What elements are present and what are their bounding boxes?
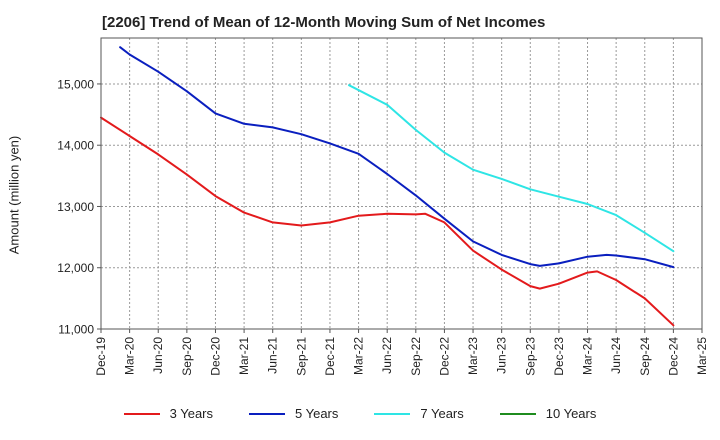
line-chart: 11,000 12,000 13,000 14,000 15,000 Dec-19 Mar-… (57, 37, 709, 376)
x-tick-label: Mar-24 (581, 337, 595, 375)
x-tick-label: Jun-22 (380, 337, 394, 374)
legend: 3 Years 5 Years 7 Years 10 Years (0, 406, 720, 421)
y-tick-label: 12,000 (57, 261, 94, 275)
legend-swatch-3-years (123, 412, 160, 415)
series-line-3-years (100, 116, 675, 327)
plot-area-frame (100, 37, 703, 330)
x-tick-label: Sep-21 (294, 337, 308, 376)
legend-swatch-10-years (499, 412, 536, 415)
legend-item-7-years: 7 Years (374, 406, 464, 421)
series-line-5-years (119, 46, 675, 269)
series-line-7-years (348, 84, 675, 253)
legend-item-3-years: 3 Years (123, 406, 213, 421)
y-tick-label: 13,000 (57, 200, 94, 214)
y-tick-label: 15,000 (57, 77, 94, 91)
x-tick-label: Sep-23 (523, 337, 537, 376)
x-tick-label: Sep-22 (409, 337, 423, 376)
legend-item-10-years: 10 Years (499, 406, 597, 421)
x-tick-label: Jun-23 (495, 337, 509, 374)
legend-label-3-years: 3 Years (169, 406, 213, 421)
legend-swatch-5-years (249, 412, 285, 415)
x-tick-label: Mar-20 (123, 337, 137, 375)
x-tick-label: Jun-24 (609, 337, 623, 374)
x-tick-label: Jun-20 (151, 337, 165, 374)
x-tick-label: Dec-19 (94, 337, 108, 376)
x-tick-label: Mar-23 (466, 337, 480, 375)
x-tick-label: Dec-21 (323, 337, 337, 376)
y-tick-label: 11,000 (58, 323, 94, 337)
x-tick-label: Mar-22 (352, 337, 366, 375)
x-tick-label: Mar-21 (237, 337, 251, 375)
x-tick-label: Dec-20 (208, 337, 222, 376)
legend-label-10-years: 10 Years (545, 406, 597, 421)
x-tick-label: Dec-22 (437, 337, 451, 376)
x-tick-label: Mar-25 (695, 337, 709, 375)
legend-swatch-7-years (374, 412, 411, 415)
y-tick-label: 14,000 (57, 139, 94, 153)
legend-label-7-years: 7 Years (420, 406, 464, 421)
x-tick-label: Dec-24 (666, 337, 680, 376)
x-tick-label: Jun-21 (266, 337, 280, 374)
legend-item-5-years: 5 Years (249, 406, 338, 421)
x-tick-label: Dec-23 (552, 337, 566, 376)
chart-title: [2206] Trend of Mean of 12-Month Moving … (102, 14, 546, 31)
x-tick-label: Sep-20 (180, 337, 194, 376)
legend-label-5-years: 5 Years (295, 406, 339, 421)
x-tick-label: Sep-24 (638, 337, 652, 376)
